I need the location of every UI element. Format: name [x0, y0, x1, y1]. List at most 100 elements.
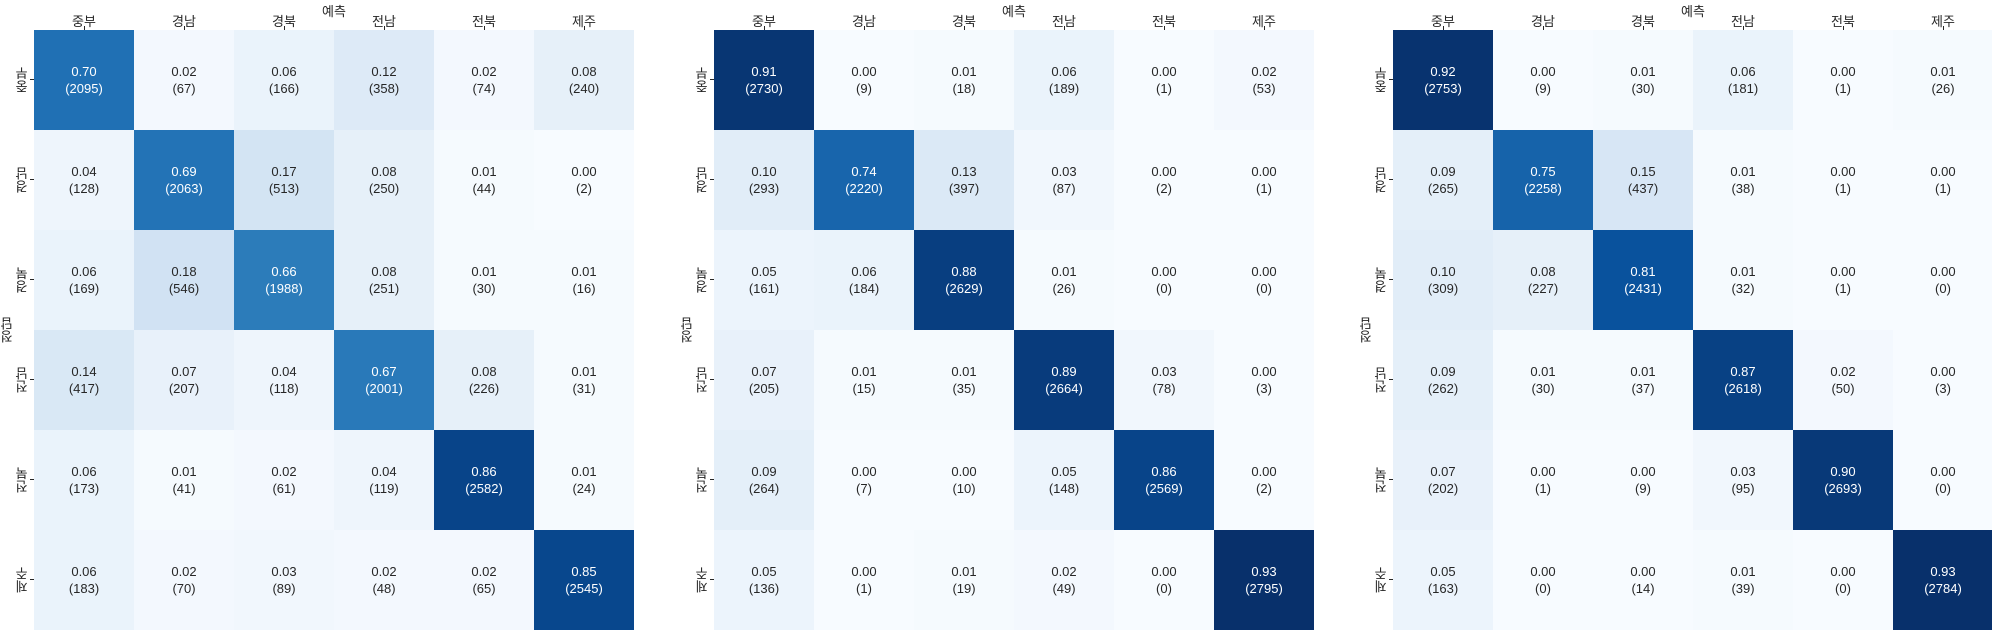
heatmap-cell: 0.91 (2730): [714, 30, 814, 130]
cell-proportion: 0.09: [751, 464, 777, 479]
y-tick-mark: [710, 379, 714, 380]
cell-proportion: 0.04: [71, 164, 97, 179]
cell-count: (0): [1256, 281, 1272, 296]
x-axis-title: 예측: [1681, 4, 1705, 19]
cell-proportion: 0.01: [471, 264, 497, 279]
cell-count: (183): [68, 581, 100, 596]
heatmap-grid: 0.92 (2753) 0.00 (9) 0.01 (30) 0.06 (181) 0.00 (1…: [1393, 30, 1992, 630]
x-tick-label: 경북: [272, 14, 296, 30]
cell-count: (1): [1535, 481, 1551, 496]
cell-proportion: 0.09: [1430, 164, 1456, 179]
cell-count: (7): [856, 481, 872, 496]
cell-count: (169): [68, 281, 100, 296]
heatmap-cell: 0.14 (417): [34, 330, 134, 430]
cell-proportion: 0.02: [471, 64, 497, 79]
heatmap-cell: 0.10 (309): [1393, 230, 1493, 330]
cell-count: (1): [1935, 181, 1951, 196]
cell-count: (2730): [745, 81, 783, 96]
heatmap-cell: 0.02 (67): [134, 30, 234, 130]
heatmap-cell: 0.05 (148): [1014, 430, 1114, 530]
cell-count: (16): [572, 281, 596, 296]
x-axis-title: 예측: [1002, 4, 1026, 19]
heatmap-cell: 0.06 (181): [1693, 30, 1793, 130]
cell-count: (2431): [1624, 281, 1662, 296]
y-tick-label: 경남: [695, 167, 710, 193]
heatmap-cell: 0.02 (53): [1214, 30, 1314, 130]
cell-count: (0): [1935, 481, 1951, 496]
cell-proportion: 0.02: [171, 564, 197, 579]
y-tick-mark: [30, 479, 34, 480]
heatmap-cell: 0.17 (513): [234, 130, 334, 230]
cell-proportion: 0.66: [271, 264, 297, 279]
cell-count: (128): [68, 181, 100, 196]
cell-proportion: 0.04: [271, 364, 297, 379]
cell-proportion: 0.91: [751, 64, 777, 79]
heatmap-cell: 0.15 (437): [1593, 130, 1693, 230]
cell-proportion: 0.92: [1430, 64, 1456, 79]
cell-count: (74): [472, 81, 496, 96]
cell-count: (3): [1256, 381, 1272, 396]
heatmap-cell: 0.08 (227): [1493, 230, 1593, 330]
cell-count: (2): [576, 181, 592, 196]
heatmap-cell: 0.00 (0): [1114, 230, 1214, 330]
cell-count: (10): [952, 481, 976, 496]
cell-proportion: 0.75: [1530, 164, 1556, 179]
y-tick-label: 경북: [695, 267, 710, 293]
cell-proportion: 0.08: [371, 164, 397, 179]
cell-count: (30): [1631, 81, 1655, 96]
y-tick-mark: [710, 479, 714, 480]
heatmap-cell: 0.69 (2063): [134, 130, 234, 230]
heatmap-cell: 0.08 (226): [434, 330, 534, 430]
cell-proportion: 0.02: [271, 464, 297, 479]
cell-proportion: 0.00: [1151, 264, 1177, 279]
cell-count: (32): [1731, 281, 1755, 296]
y-tick-mark: [710, 179, 714, 180]
x-axis-title: 예측: [322, 4, 346, 19]
cell-proportion: 0.00: [1930, 164, 1956, 179]
cell-count: (262): [1427, 381, 1459, 396]
cell-proportion: 0.08: [1530, 264, 1556, 279]
cell-count: (2): [1256, 481, 1272, 496]
heatmap-cell: 0.01 (30): [1593, 30, 1693, 130]
cell-count: (513): [268, 181, 300, 196]
y-tick-label: 경남: [15, 167, 30, 193]
y-tick-mark: [710, 579, 714, 580]
cell-count: (2693): [1824, 481, 1862, 496]
cell-proportion: 0.01: [1630, 64, 1656, 79]
cell-proportion: 0.08: [571, 64, 597, 79]
x-tick-label: 경북: [1631, 14, 1655, 30]
cell-proportion: 0.01: [571, 464, 597, 479]
y-tick-label: 중부: [1374, 67, 1389, 93]
cell-proportion: 0.00: [1930, 464, 1956, 479]
heatmap-cell: 0.00 (10): [914, 430, 1014, 530]
heatmap-cell: 0.00 (1): [1493, 430, 1593, 530]
y-tick-label: 중부: [15, 67, 30, 93]
cell-count: (227): [1527, 281, 1559, 296]
cell-proportion: 0.03: [271, 564, 297, 579]
cell-proportion: 0.00: [1151, 64, 1177, 79]
heatmap-cell: 0.00 (0): [1893, 430, 1992, 530]
cell-proportion: 0.01: [1730, 164, 1756, 179]
x-tick-label: 경북: [952, 14, 976, 30]
heatmap-cell: 0.00 (3): [1893, 330, 1992, 430]
heatmap-cell: 0.00 (0): [1493, 530, 1593, 630]
cell-proportion: 0.14: [71, 364, 97, 379]
cell-proportion: 0.00: [1930, 364, 1956, 379]
x-tick-mark: [764, 26, 765, 30]
cell-proportion: 0.93: [1251, 564, 1277, 579]
cell-count: (173): [68, 481, 100, 496]
heatmap-cell: 0.06 (183): [34, 530, 134, 630]
y-tick-mark: [1389, 579, 1393, 580]
cell-proportion: 0.85: [571, 564, 597, 579]
cell-count: (31): [572, 381, 596, 396]
y-tick-label: 전남: [15, 367, 30, 393]
cell-count: (2): [1156, 181, 1172, 196]
cell-count: (61): [272, 481, 296, 496]
cell-count: (166): [268, 81, 300, 96]
cell-count: (24): [572, 481, 596, 496]
heatmap-cell: 0.87 (2618): [1693, 330, 1793, 430]
cell-count: (2063): [165, 181, 203, 196]
cell-count: (2220): [845, 181, 883, 196]
heatmap-cell: 0.00 (0): [1893, 230, 1992, 330]
y-tick-mark: [1389, 79, 1393, 80]
